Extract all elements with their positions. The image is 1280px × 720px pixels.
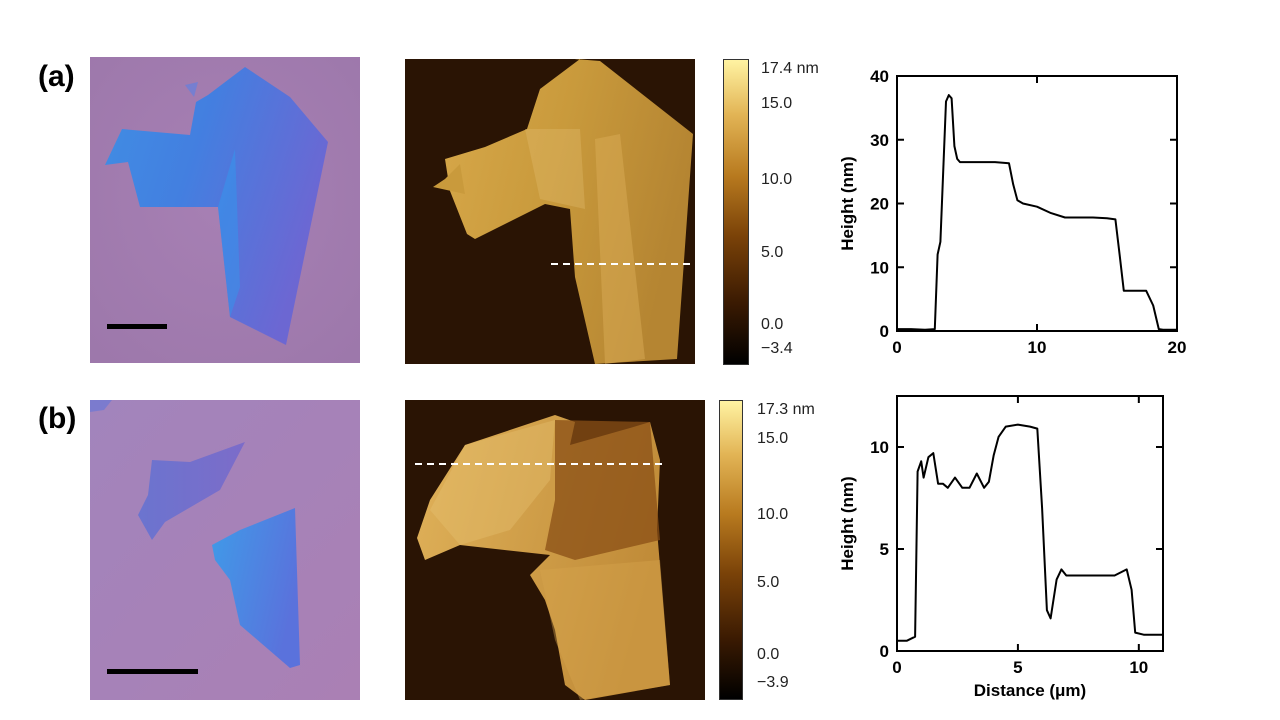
x-tick-label: 5: [1013, 658, 1022, 677]
y-tick-label: 5: [880, 540, 889, 559]
y-tick-label: 30: [870, 131, 889, 150]
x-tick-label: 20: [1168, 338, 1187, 357]
x-tick-label: 10: [1028, 338, 1047, 357]
x-tick-label: 0: [892, 658, 901, 677]
colorbar-a-min: −3.4: [761, 340, 793, 357]
plot-frame: [896, 75, 1178, 332]
colorbar-a: [723, 59, 749, 365]
colorbar-b-tick: 15.0: [757, 430, 789, 447]
x-axis-label: Distance (μm): [974, 681, 1086, 700]
plot-frame: [896, 395, 1164, 652]
y-tick-label: 10: [870, 438, 889, 457]
x-tick-label: 10: [1129, 658, 1148, 677]
afm-image-b: [405, 400, 705, 700]
afm-image-a: [405, 59, 695, 364]
x-tick-label: 0: [892, 338, 901, 357]
y-axis-label: Height (nm): [838, 156, 857, 250]
colorbar-b-max: 17.3 nm: [757, 401, 815, 418]
optical-image-b: [90, 400, 360, 700]
panel-label-a: (a): [38, 60, 75, 93]
colorbar-b-tick: 10.0: [757, 506, 789, 523]
y-tick-label: 0: [880, 642, 889, 661]
y-tick-label: 40: [870, 67, 889, 86]
profile-line: [897, 94, 1177, 331]
colorbar-a-tick: 5.0: [761, 244, 784, 261]
colorbar-a-tick: 10.0: [761, 171, 793, 188]
colorbar-a-tick: 15.0: [761, 95, 793, 112]
profile-line: [897, 423, 1163, 642]
height-profile-b: 0 5 10 0 5 10 Height (nm) Distance (μm): [820, 388, 1200, 720]
colorbar-b-tick: 0.0: [757, 646, 780, 663]
y-tick-label: 10: [870, 258, 889, 277]
colorbar-b-tick: 5.0: [757, 574, 780, 591]
scale-bar-b: [107, 669, 198, 674]
y-tick-label: 20: [870, 195, 889, 214]
colorbar-a-tick: 0.0: [761, 316, 784, 333]
colorbar-a-max: 17.4 nm: [761, 60, 819, 77]
colorbar-b-min: −3.9: [757, 674, 789, 691]
height-profile-a: 0 10 20 0 10 20 30 40 Height (nm): [820, 60, 1200, 380]
optical-image-a: [90, 57, 360, 363]
colorbar-b: [719, 400, 743, 700]
y-tick-label: 0: [880, 322, 889, 341]
panel-label-b: (b): [38, 402, 77, 435]
y-axis-label: Height (nm): [838, 476, 857, 570]
scale-bar-a: [107, 324, 167, 329]
